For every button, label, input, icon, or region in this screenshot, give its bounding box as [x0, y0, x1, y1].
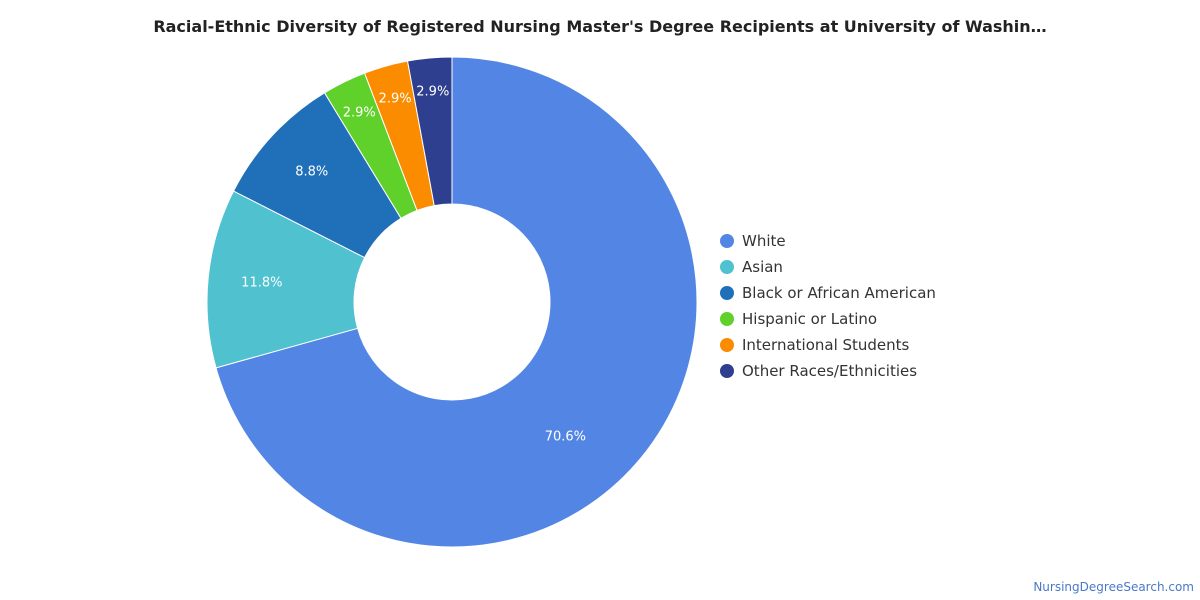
chart-title: Racial-Ethnic Diversity of Registered Nu… [153, 17, 1047, 36]
data-label: 2.9% [416, 85, 449, 100]
slice-other-races-ethnicities[interactable] [406, 56, 453, 207]
chart-legend: White Asian Black or African American Hispa… [720, 228, 936, 384]
legend-label: Other Races/Ethnicities [742, 362, 918, 380]
watermark[interactable]: NursingDegreeSearch.com [1033, 580, 1194, 594]
data-label: 2.9% [379, 92, 412, 107]
slice-asian[interactable] [206, 190, 366, 369]
data-label: 70.6% [545, 430, 586, 445]
legend-label: Asian [742, 258, 783, 276]
legend-swatch-icon [720, 312, 734, 326]
legend-item[interactable]: Black or African American [720, 280, 936, 306]
legend-swatch-icon [720, 286, 734, 300]
legend-label: Black or African American [742, 284, 936, 302]
legend-swatch-icon [720, 338, 734, 352]
legend-label: International Students [742, 336, 910, 354]
data-label: 11.8% [241, 276, 282, 291]
legend-swatch-icon [720, 234, 734, 248]
data-label: 2.9% [343, 105, 376, 120]
legend-label: White [742, 232, 786, 250]
legend-swatch-icon [720, 364, 734, 378]
legend-item[interactable]: Hispanic or Latino [720, 306, 936, 332]
legend-item[interactable]: International Students [720, 332, 936, 358]
legend-label: Hispanic or Latino [742, 310, 878, 328]
legend-swatch-icon [720, 260, 734, 274]
data-label: 8.8% [295, 165, 328, 180]
legend-item[interactable]: White [720, 228, 936, 254]
slice-white[interactable] [215, 56, 698, 548]
legend-item[interactable]: Other Races/Ethnicities [720, 358, 936, 384]
legend-item[interactable]: Asian [720, 254, 936, 280]
